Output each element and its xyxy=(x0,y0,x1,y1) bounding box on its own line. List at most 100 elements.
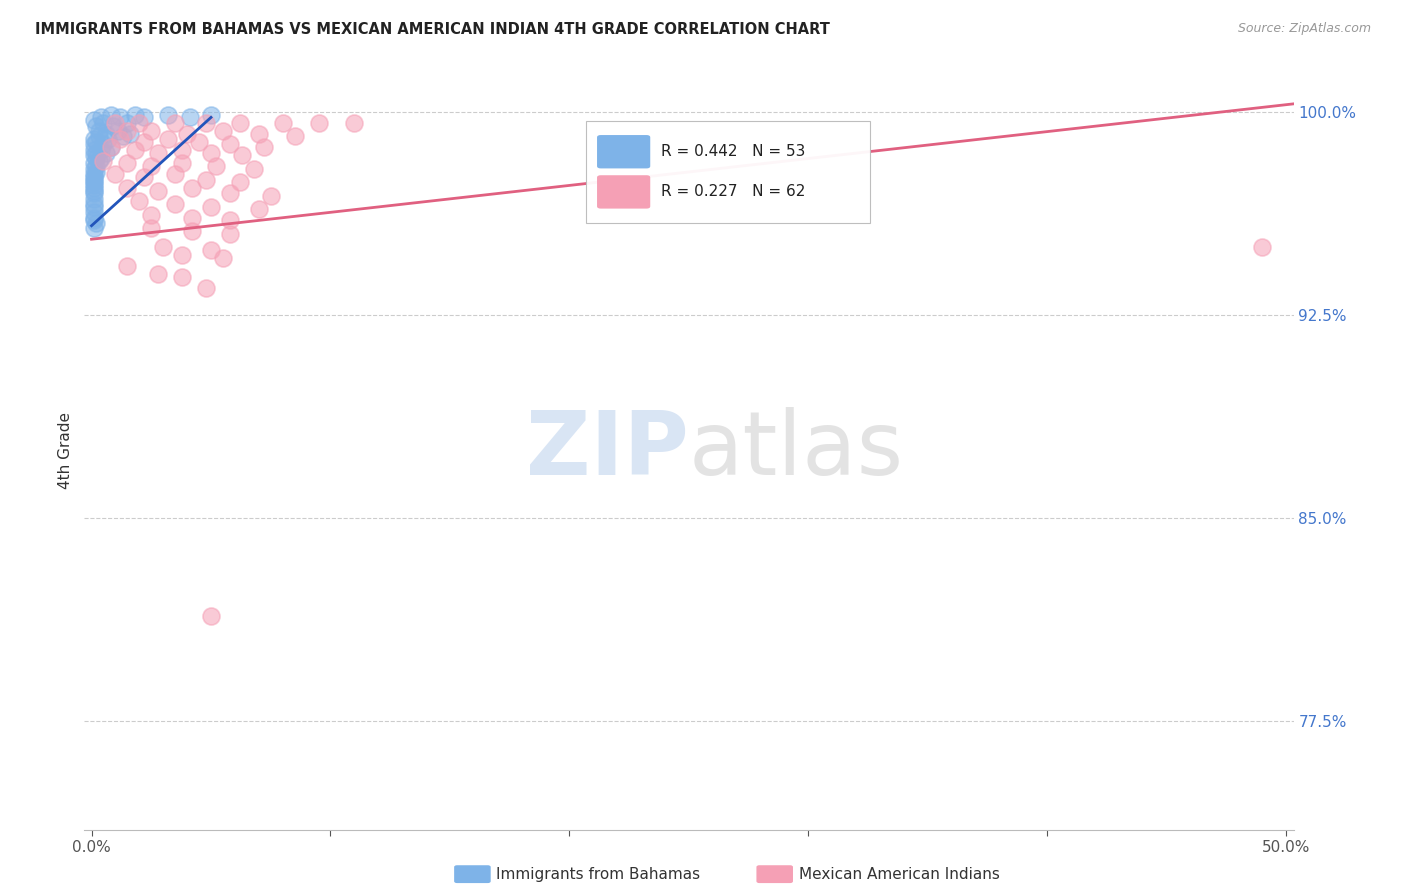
Point xyxy=(343,116,366,130)
Point xyxy=(308,116,330,130)
Point xyxy=(141,221,163,235)
Point xyxy=(148,145,170,160)
Point xyxy=(141,124,163,138)
Point xyxy=(84,119,107,133)
Point xyxy=(83,211,105,225)
Point xyxy=(195,281,218,295)
Point xyxy=(93,153,115,168)
Point xyxy=(128,116,150,130)
Point xyxy=(141,208,163,222)
Point xyxy=(83,143,105,157)
Point xyxy=(100,140,122,154)
Point xyxy=(228,116,250,130)
Point xyxy=(117,116,139,130)
Point xyxy=(132,135,155,149)
Point xyxy=(200,108,222,122)
Text: R = 0.227   N = 62: R = 0.227 N = 62 xyxy=(661,185,806,200)
FancyBboxPatch shape xyxy=(586,120,870,223)
Point xyxy=(83,184,105,198)
FancyBboxPatch shape xyxy=(598,175,650,209)
Point xyxy=(84,164,107,178)
Point xyxy=(83,172,105,186)
Point xyxy=(108,132,131,146)
Point xyxy=(132,111,155,125)
Point xyxy=(100,140,122,154)
Point xyxy=(132,169,155,184)
Point xyxy=(83,181,105,195)
Point xyxy=(83,161,105,176)
Point xyxy=(83,197,105,211)
Point xyxy=(84,159,107,173)
Point xyxy=(284,129,307,144)
Point xyxy=(204,159,226,173)
Point xyxy=(83,148,105,162)
Point xyxy=(165,116,187,130)
Point xyxy=(156,132,179,146)
Point xyxy=(172,143,194,157)
Point xyxy=(111,129,134,144)
Point xyxy=(179,111,201,125)
Point xyxy=(156,108,179,122)
Text: atlas: atlas xyxy=(689,407,904,494)
Point xyxy=(93,137,115,152)
Point xyxy=(117,156,139,170)
Point xyxy=(83,156,105,170)
Text: ZIP: ZIP xyxy=(526,407,689,494)
Point xyxy=(212,251,235,265)
Point xyxy=(165,197,187,211)
Point xyxy=(195,172,218,186)
Point xyxy=(141,159,163,173)
Point xyxy=(90,151,112,165)
Point xyxy=(172,248,194,262)
Point xyxy=(219,227,242,241)
Point xyxy=(83,132,105,146)
Text: Immigrants from Bahamas: Immigrants from Bahamas xyxy=(496,867,700,881)
Point xyxy=(200,145,222,160)
Text: IMMIGRANTS FROM BAHAMAS VS MEXICAN AMERICAN INDIAN 4TH GRADE CORRELATION CHART: IMMIGRANTS FROM BAHAMAS VS MEXICAN AMERI… xyxy=(35,22,830,37)
Point xyxy=(148,268,170,282)
Point xyxy=(188,135,211,149)
Point xyxy=(180,211,202,225)
Point xyxy=(83,169,105,184)
Point xyxy=(104,116,127,130)
Point xyxy=(100,108,122,122)
Point xyxy=(172,156,194,170)
Point xyxy=(247,127,270,141)
Point xyxy=(200,200,222,214)
Point xyxy=(180,181,202,195)
Point xyxy=(83,167,105,181)
Point xyxy=(93,116,115,130)
Point xyxy=(83,137,105,152)
FancyBboxPatch shape xyxy=(598,135,650,169)
Point xyxy=(117,260,139,274)
Text: Source: ZipAtlas.com: Source: ZipAtlas.com xyxy=(1237,22,1371,36)
Point xyxy=(148,184,170,198)
Point xyxy=(165,167,187,181)
Point xyxy=(231,148,253,162)
Point xyxy=(108,111,131,125)
Point xyxy=(84,135,107,149)
Point xyxy=(83,178,105,192)
Point xyxy=(212,124,235,138)
Point xyxy=(87,153,110,168)
Point xyxy=(104,167,127,181)
Text: R = 0.442   N = 53: R = 0.442 N = 53 xyxy=(661,145,806,160)
Point xyxy=(97,132,120,146)
Point xyxy=(128,194,150,209)
Point xyxy=(1251,240,1274,254)
Point xyxy=(84,145,107,160)
Point xyxy=(83,213,105,227)
Point xyxy=(87,124,110,138)
Point xyxy=(94,127,117,141)
Point xyxy=(94,145,117,160)
Point xyxy=(200,243,222,257)
Point xyxy=(271,116,294,130)
Point xyxy=(90,143,112,157)
Point xyxy=(219,213,242,227)
Point xyxy=(107,124,129,138)
Point xyxy=(252,140,274,154)
Point xyxy=(83,192,105,206)
Point xyxy=(83,205,105,219)
Point xyxy=(87,129,110,144)
Text: Mexican American Indians: Mexican American Indians xyxy=(799,867,1000,881)
